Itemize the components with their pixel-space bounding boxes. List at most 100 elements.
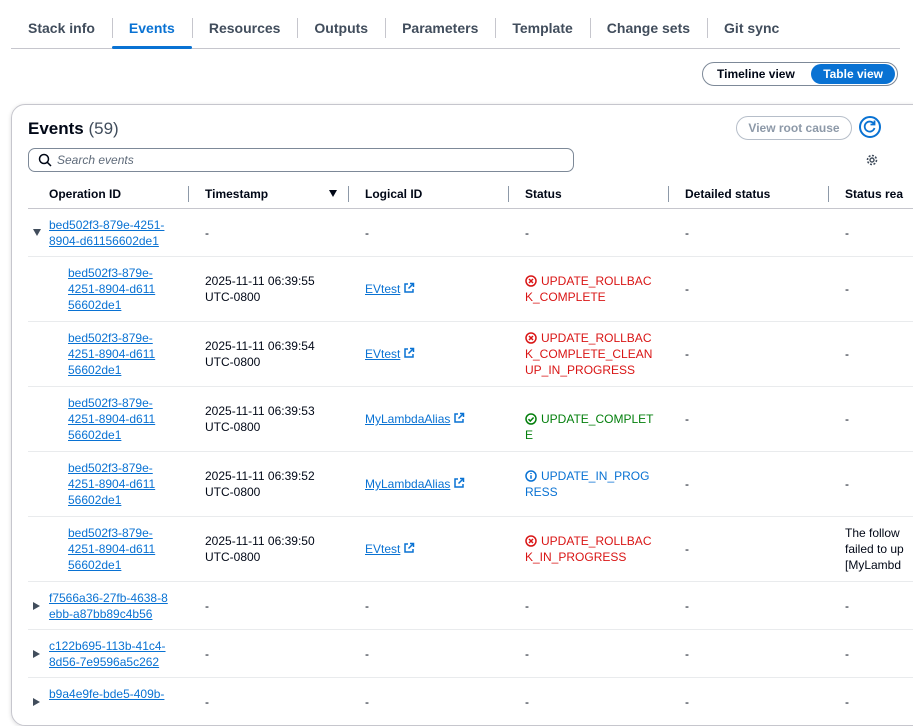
expand-toggle[interactable] — [33, 601, 40, 610]
column-header: Detailed status — [685, 187, 771, 201]
body: Stack info Events Resources Outputs Paramete… — [11, 8, 913, 726]
tab[interactable]: Template — [495, 8, 589, 48]
operation-id-link[interactable]: bed502f3-879e-4251-8904-d61156602de1 — [68, 396, 156, 442]
expand-toggle[interactable] — [33, 228, 41, 236]
operation-id-cell: bed502f3-879e-4251-8904-d61156602de1 — [68, 460, 158, 508]
table-view-button[interactable]: Table view — [811, 64, 895, 84]
detailed-status-cell: - — [685, 412, 689, 426]
tab[interactable]: Change sets — [589, 8, 707, 48]
expand-toggle[interactable] — [33, 649, 40, 658]
status-cell: UPDATE_ROLLBACK_IN_PROGRESS — [525, 533, 655, 565]
operation-id-link[interactable]: bed502f3-879e-4251-8904-d61156602de1 — [68, 526, 156, 572]
operation-id-link[interactable]: bed502f3-879e-4251-8904-d61156602de1 — [49, 217, 165, 248]
status-icon — [525, 535, 537, 547]
status-reason-cell: - — [845, 347, 849, 361]
table-header: Operation ID Timestamp Logical ID Status Det… — [28, 180, 913, 209]
external-link-icon — [454, 412, 465, 423]
logical-id-link[interactable]: EVtest — [365, 347, 401, 361]
operation-id-cell: bed502f3-879e-4251-8904-d61156602de1 — [68, 330, 158, 378]
table-row: b9a4e9fe-bde5-409b- - - - - - — [28, 678, 913, 725]
table-row: bed502f3-879e-4251-8904-d61156602de1 - - - -… — [28, 209, 913, 257]
status-reason-cell: - — [845, 694, 849, 709]
search-placeholder: Search events — [57, 153, 134, 167]
timestamp-cell: 2025-11-11 06:39:50 UTC-0800 — [205, 534, 315, 564]
tab[interactable]: Resources — [191, 8, 298, 48]
detailed-status-cell: - — [685, 646, 689, 661]
logical-id-link[interactable]: MyLambdaAlias — [365, 412, 451, 426]
logical-id-cell: MyLambdaAlias — [365, 411, 465, 427]
logical-id-link[interactable]: EVtest — [365, 282, 401, 296]
tab[interactable]: Parameters — [385, 8, 495, 48]
operation-id-link[interactable]: f7566a36-27fb-4638-8ebb-a87bb89c4b56 — [49, 590, 168, 621]
logical-id-text: - — [365, 225, 369, 240]
operation-id-link[interactable]: bed502f3-879e-4251-8904-d61156602de1 — [68, 331, 156, 377]
tab[interactable]: Outputs — [297, 8, 385, 48]
operation-id-link[interactable]: c122b695-113b-41c4-8d56-7e9596a5c262 — [49, 638, 166, 669]
logical-id-link[interactable]: EVtest — [365, 542, 401, 556]
detailed-status-cell: - — [685, 347, 689, 361]
status-reason-cell: - — [845, 412, 849, 426]
events-table: Operation ID Timestamp Logical ID Status Det… — [28, 180, 913, 725]
column-separator — [348, 186, 349, 202]
logical-id-cell: MyLambdaAlias — [365, 476, 465, 492]
view-root-cause-button[interactable]: View root cause — [736, 116, 852, 140]
logical-id-link[interactable]: MyLambdaAlias — [365, 477, 451, 491]
status-text: UPDATE_ROLLBACK_COMPLETE — [525, 274, 652, 304]
column-header: Status rea — [845, 187, 904, 201]
detailed-status-cell: - — [685, 694, 689, 709]
operation-id-link[interactable]: bed502f3-879e-4251-8904-d61156602de1 — [68, 266, 156, 312]
tab[interactable]: Git sync — [707, 8, 796, 48]
page: {"tabs": ["Stack info", "Events", "Resou… — [11, 8, 913, 726]
status-reason-cell: - — [845, 477, 849, 491]
timestamp-cell: 2025-11-11 06:39:55 UTC-0800 — [205, 274, 315, 304]
detailed-status-cell: - — [685, 282, 689, 296]
tab[interactable]: Events — [111, 8, 192, 49]
table-row: c122b695-113b-41c4-8d56-7e9596a5c262 - - - -… — [28, 630, 913, 678]
status-cell: UPDATE_IN_PROGRESS — [525, 468, 655, 500]
search-input[interactable]: Search events — [28, 148, 574, 172]
status-reason-cell: - — [845, 282, 849, 296]
event-count: (59) — [88, 119, 119, 138]
operation-id-cell: bed502f3-879e-4251-8904-d61156602de1 — [49, 217, 171, 249]
detailed-status-cell: - — [685, 225, 689, 240]
detailed-status-cell: - — [685, 542, 689, 556]
timestamp-cell: 2025-11-11 06:39:54 UTC-0800 — [205, 339, 315, 369]
table-row: bed502f3-879e-4251-8904-d61156602de1 2025… — [28, 322, 913, 387]
column-separator — [508, 186, 509, 202]
status-text: - — [525, 646, 529, 661]
status-cell: UPDATE_ROLLBACK_COMPLETE_CLEANUP_IN_PROG… — [525, 330, 655, 378]
operation-id-cell: bed502f3-879e-4251-8904-d61156602de1 — [68, 265, 158, 313]
table-row: bed502f3-879e-4251-8904-d61156602de1 2025… — [28, 517, 913, 582]
timeline-view-button[interactable]: Timeline view — [717, 67, 795, 81]
tab-bar: Stack info Events Resources Outputs Paramete… — [11, 8, 900, 49]
logical-id-text: - — [365, 694, 369, 709]
status-text: UPDATE_COMPLETE — [525, 412, 654, 442]
operation-id-cell: f7566a36-27fb-4638-8ebb-a87bb89c4b56 — [49, 590, 171, 622]
status-cell: - — [525, 646, 655, 662]
refresh-button[interactable] — [859, 116, 881, 138]
status-text: UPDATE_IN_PROGRESS — [525, 469, 650, 499]
status-cell: UPDATE_COMPLETE — [525, 411, 655, 443]
expand-toggle[interactable] — [33, 697, 40, 706]
logical-id-cell: - — [365, 598, 369, 614]
table-row: bed502f3-879e-4251-8904-d61156602de1 2025… — [28, 387, 913, 452]
status-icon — [525, 470, 537, 482]
logical-id-cell: - — [365, 225, 369, 241]
operation-id-link[interactable]: b9a4e9fe-bde5-409b- — [49, 686, 165, 701]
status-reason-cell: - — [845, 646, 849, 661]
column-separator — [668, 186, 669, 202]
sort-indicator[interactable] — [329, 190, 337, 197]
settings-button[interactable] — [865, 153, 879, 167]
timestamp-cell: 2025-11-11 06:39:52 UTC-0800 — [205, 469, 315, 499]
status-text: UPDATE_ROLLBACK_IN_PROGRESS — [525, 534, 652, 564]
operation-id-link[interactable]: bed502f3-879e-4251-8904-d61156602de1 — [68, 461, 156, 507]
external-link-icon — [404, 347, 415, 358]
column-separator — [188, 186, 189, 202]
external-link-icon — [404, 282, 415, 293]
view-toggle: Timeline view Table view — [702, 62, 898, 86]
column-header: Logical ID — [365, 187, 423, 201]
external-link-icon — [454, 477, 465, 488]
panel-title: Events (59) — [28, 119, 119, 139]
tab[interactable]: Stack info — [28, 20, 95, 36]
status-icon — [525, 332, 537, 344]
